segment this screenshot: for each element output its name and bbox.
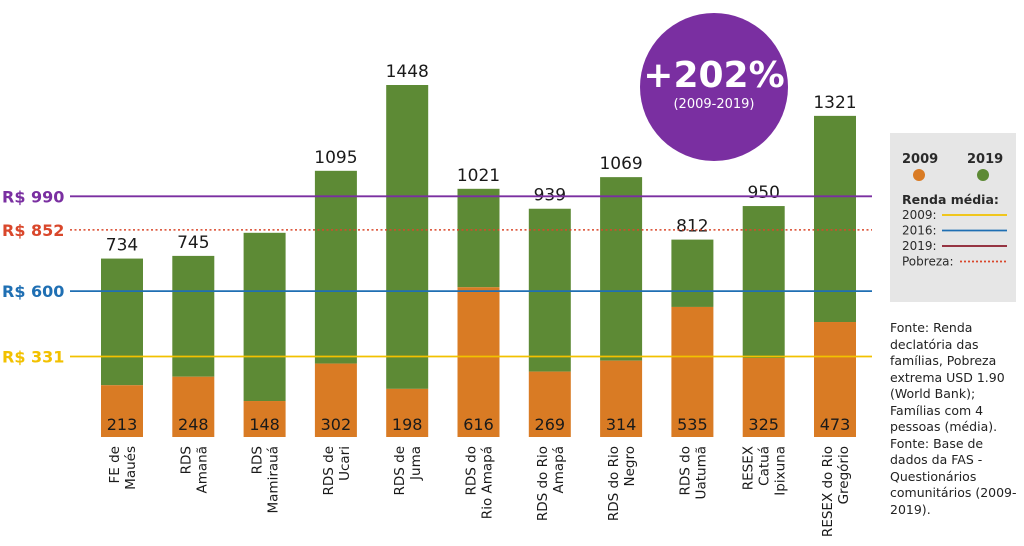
bar-2019 bbox=[528, 208, 571, 372]
bar-2019 bbox=[314, 170, 357, 364]
category-label-line: RESEX do Rio bbox=[820, 446, 836, 537]
value-label-2009: 535 bbox=[677, 415, 708, 434]
value-label-2009: 302 bbox=[321, 415, 352, 434]
category-label-line: Catuá bbox=[757, 446, 773, 486]
value-label-2019: 1448 bbox=[386, 62, 429, 82]
legend-2009-dot bbox=[913, 169, 925, 181]
bar-2009 bbox=[600, 360, 643, 437]
category-label-line: Gregório bbox=[836, 446, 852, 504]
category-label-line: RDS de bbox=[392, 446, 408, 496]
legend-2009-label: 2009 bbox=[902, 152, 938, 167]
value-label-2009: 473 bbox=[820, 415, 851, 434]
category-label-line: Amapá bbox=[551, 446, 567, 494]
bar-2019 bbox=[671, 239, 714, 307]
legend-item-label: 2016: bbox=[902, 224, 937, 238]
value-label-2019: 1069 bbox=[599, 154, 642, 174]
source-note: Fonte: Renda declatória das famílias, Po… bbox=[890, 320, 1017, 517]
category-label: RDS do Rio Negro bbox=[606, 446, 638, 521]
category-label-line: RDS bbox=[178, 446, 194, 474]
value-label-2019: 745 bbox=[177, 233, 209, 253]
category-label: RDS do Rio Amapá bbox=[535, 446, 567, 521]
category-label-line: RDS do Rio bbox=[535, 446, 551, 521]
category-label: RDS do Rio Amapá bbox=[464, 446, 496, 519]
legend-item-label: 2019: bbox=[902, 239, 937, 253]
category-label-line: Negro bbox=[622, 446, 638, 487]
category-label-line: RDS do Rio bbox=[606, 446, 622, 521]
reference-label: R$ 331 bbox=[2, 348, 64, 367]
category-label: FE de Maués bbox=[107, 446, 139, 490]
bar-2009 bbox=[172, 376, 215, 437]
category-label-line: RDS do bbox=[677, 446, 693, 495]
category-label-line: Ipixuna bbox=[773, 446, 789, 496]
legend-item-label: Pobreza: bbox=[902, 255, 954, 269]
bar-2009 bbox=[386, 388, 429, 437]
bar-2019 bbox=[386, 85, 429, 389]
bar-2009 bbox=[314, 363, 357, 437]
bar-2009 bbox=[814, 322, 856, 437]
reference-label: R$ 852 bbox=[2, 221, 64, 240]
value-label-2009: 269 bbox=[535, 415, 566, 434]
value-label-2009: 616 bbox=[463, 415, 494, 434]
value-label-2019: 950 bbox=[747, 183, 779, 203]
bar-2009 bbox=[457, 287, 500, 437]
category-label-line: RESEX bbox=[741, 446, 757, 490]
growth-badge: +202% (2009-2019) bbox=[640, 13, 788, 161]
category-label-line: Rio Amapá bbox=[480, 446, 496, 519]
value-label-2009: 198 bbox=[392, 415, 423, 434]
value-label-2019: 1021 bbox=[457, 166, 500, 186]
bar-2009 bbox=[243, 401, 286, 437]
value-label-2009: 148 bbox=[249, 415, 280, 434]
growth-percent: +202% bbox=[643, 55, 785, 96]
reference-label: R$ 990 bbox=[2, 187, 64, 206]
bar-2019 bbox=[814, 115, 856, 323]
category-label-line: Uatumã bbox=[693, 446, 709, 499]
value-label-2009: 213 bbox=[107, 415, 138, 434]
value-label-2009: 325 bbox=[748, 415, 779, 434]
category-label-line: Amanã bbox=[194, 446, 210, 494]
legend-2019-dot bbox=[977, 169, 989, 181]
category-label: RDS do Uatumã bbox=[677, 446, 709, 499]
legend: 2009 2019 Renda média: 2009: 2016: 2019: Po… bbox=[890, 133, 1016, 302]
category-label-line: RDS bbox=[250, 446, 266, 474]
value-label-2019: 1321 bbox=[813, 93, 856, 113]
bar-2019 bbox=[600, 177, 643, 361]
category-label-line: Maués bbox=[123, 446, 139, 490]
value-label-2009: 314 bbox=[606, 415, 637, 434]
bar-2009 bbox=[101, 385, 143, 437]
category-label: RESEX Catuá Ipixuna bbox=[741, 446, 789, 496]
category-label-line: Juma bbox=[408, 446, 424, 481]
value-label-2019: 734 bbox=[106, 236, 138, 256]
legend-2019-label: 2019 bbox=[967, 152, 1003, 167]
category-label-line: FE de bbox=[107, 446, 123, 483]
growth-period: (2009-2019) bbox=[673, 97, 755, 112]
value-label-2019: 812 bbox=[676, 217, 708, 237]
bar-2009 bbox=[528, 371, 571, 437]
bar-2019 bbox=[457, 188, 500, 288]
bar-2019 bbox=[243, 232, 286, 402]
bar-2019 bbox=[742, 206, 785, 358]
legend-item-label: 2009: bbox=[902, 208, 937, 222]
category-label-line: Mamirauá bbox=[266, 446, 282, 513]
value-label-2019: 1095 bbox=[314, 148, 357, 168]
legend-renda-title: Renda média: bbox=[902, 192, 999, 207]
reference-label: R$ 600 bbox=[2, 282, 64, 301]
category-label: RESEX do Rio Gregório bbox=[820, 446, 852, 537]
category-label: RDS Mamirauá bbox=[250, 446, 282, 513]
category-label-line: Ucari bbox=[337, 446, 353, 481]
bar-2019 bbox=[172, 255, 215, 377]
category-label-line: RDS do bbox=[464, 446, 480, 495]
value-label-2009: 248 bbox=[178, 415, 209, 434]
category-label: RDS de Ucari bbox=[321, 446, 353, 496]
category-label-line: RDS de bbox=[321, 446, 337, 496]
bar-2009 bbox=[671, 306, 714, 437]
bar-2009 bbox=[742, 357, 785, 437]
category-label: RDS Amanã bbox=[178, 446, 210, 494]
category-label: RDS de Juma bbox=[392, 446, 424, 496]
bar-2019 bbox=[101, 258, 143, 386]
